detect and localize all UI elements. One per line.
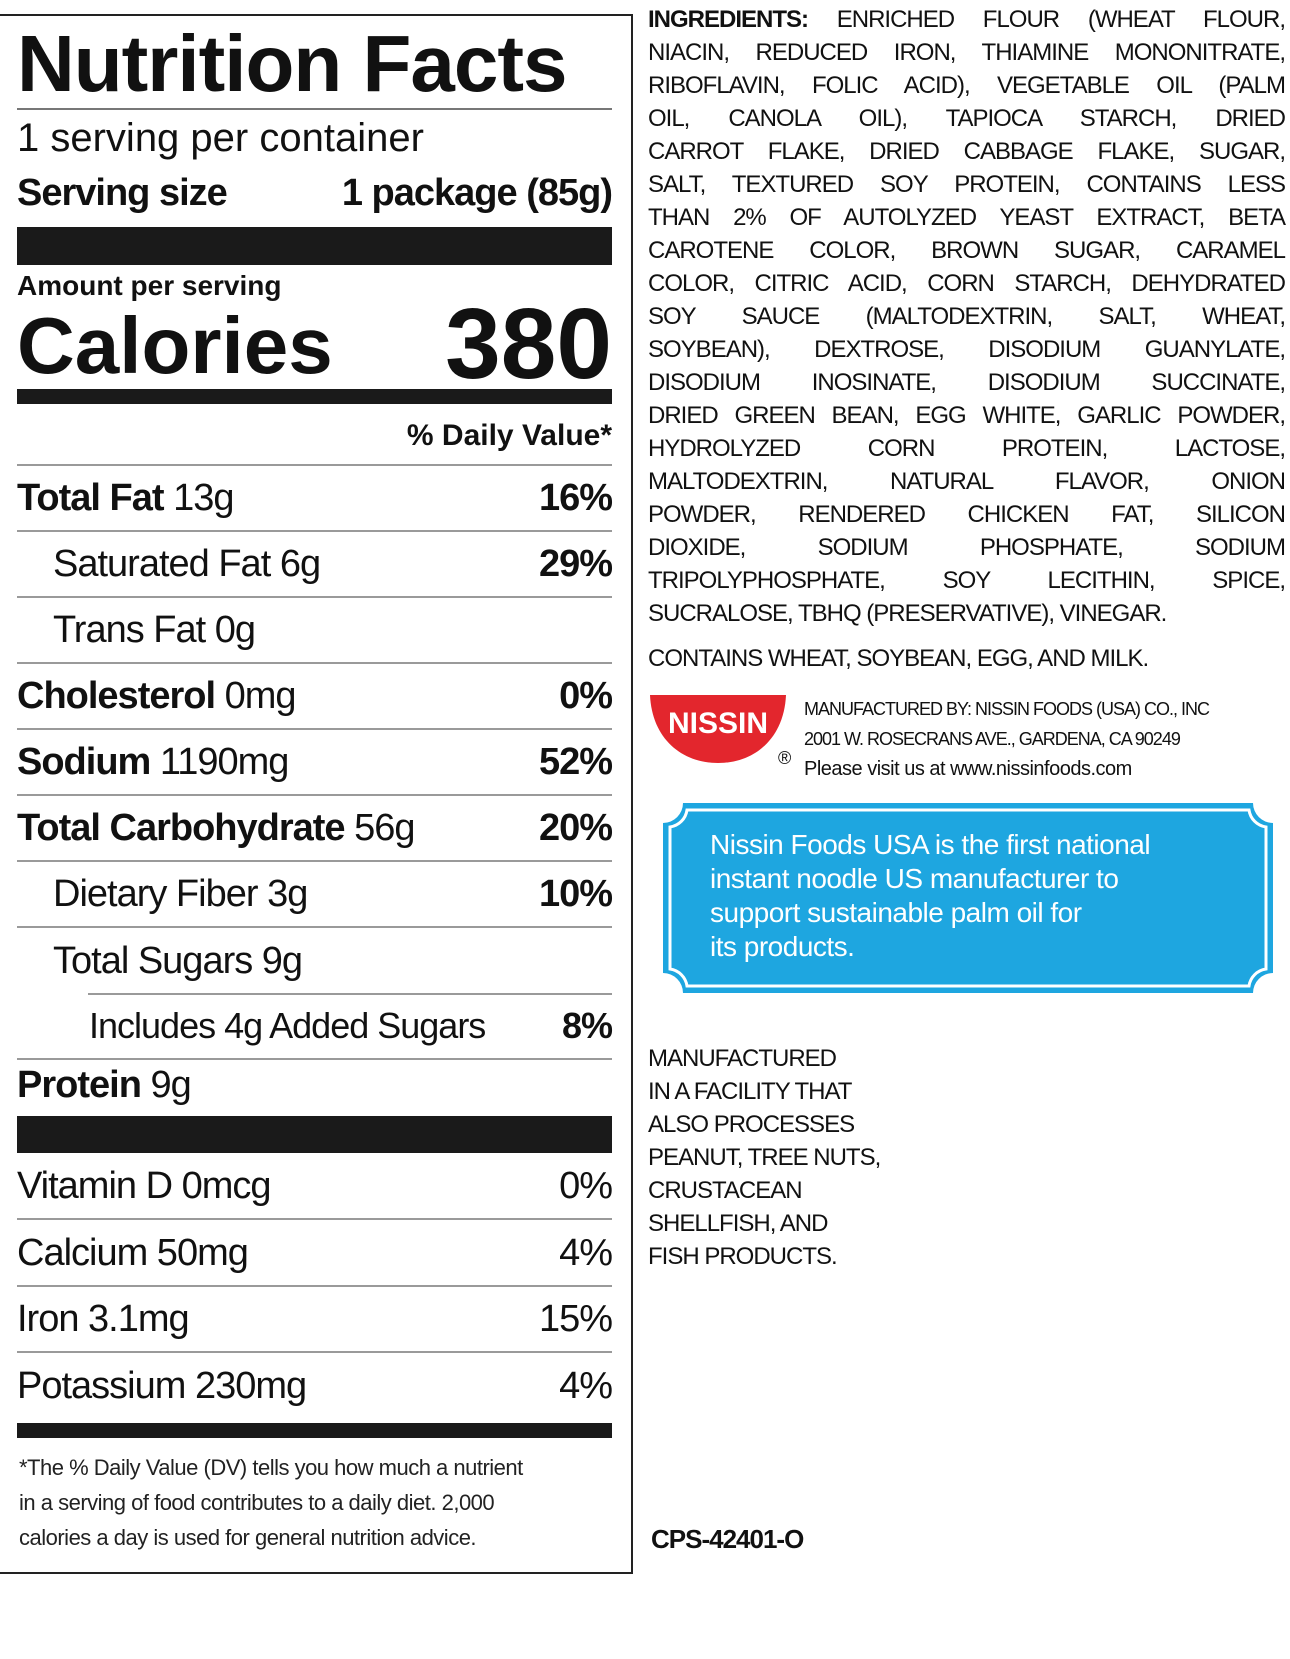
thick-bar [17, 1116, 612, 1153]
divider [17, 464, 612, 466]
svg-text:NISSIN: NISSIN [668, 707, 768, 740]
nutrient-row-trans-fat: Trans Fat 0g [17, 598, 612, 664]
sustainability-badge [663, 803, 1273, 993]
serving-size: Serving size 1 package (85g) [17, 170, 613, 216]
nutrient-row-protein: Protein 9g [17, 1063, 192, 1106]
nutrient-row-total-sugars: Total Sugars 9g [53, 939, 303, 982]
divider [88, 993, 612, 995]
servings-per-container: 1 serving per container [17, 116, 424, 160]
nutrient-row-added-sugars: Includes 4g Added Sugars 8% [17, 994, 613, 1060]
product-code: CPS-42401-O [651, 1524, 804, 1554]
calories-value: 380 [445, 288, 612, 400]
nutrient-row-total-fat: Total Fat 13g 16% [17, 466, 613, 532]
divider [17, 108, 612, 110]
amount-per-serving: Amount per serving [17, 270, 282, 301]
nissin-logo: NISSIN [648, 693, 788, 765]
nutrient-row-total-carbohydrate: Total Carbohydrate 56g 20% [17, 796, 613, 862]
nutrient-row-sodium: Sodium 1190mg 52% [17, 730, 613, 796]
vitamin-row-calcium: Calcium 50mg 4% [17, 1221, 613, 1287]
facility-statement: MANUFACTURED IN A FACILITY THAT ALSO PRO… [648, 1045, 881, 1270]
thick-bar [17, 227, 612, 265]
manufacturer-info: MANUFACTURED BY: NISSIN FOODS (USA) CO.,… [804, 699, 1210, 780]
sustainability-text: Nissin Foods USA is the first national i… [710, 829, 1151, 962]
serving-size-label: Serving size [17, 172, 228, 214]
vitamin-row-vitamin-d: Vitamin D 0mcg 0% [17, 1154, 613, 1220]
registered-mark: ® [778, 748, 792, 768]
nutrient-row-cholesterol: Cholesterol 0mg 0% [17, 664, 613, 730]
daily-value-footnote: *The % Daily Value (DV) tells you how mu… [19, 1455, 523, 1550]
nutrient-row-dietary-fiber: Dietary Fiber 3g 10% [17, 862, 613, 928]
allergen-statement: CONTAINS WHEAT, SOYBEAN, EGG, AND MILK. [648, 645, 1149, 672]
daily-value-header: % Daily Value* [406, 419, 612, 452]
vitamin-row-iron: Iron 3.1mg 15% [17, 1287, 613, 1353]
serving-size-value: 1 package (85g) [341, 172, 613, 214]
nutrient-row-saturated-fat: Saturated Fat 6g 29% [17, 532, 613, 598]
vitamin-row-potassium: Potassium 230mg 4% [17, 1364, 613, 1407]
ingredients-label: INGREDIENTS: [648, 6, 809, 33]
nutrition-title: Nutrition Facts [17, 19, 567, 108]
calories-row: Calories 380 [17, 288, 612, 400]
nutrition-facts-panel [0, 14, 633, 1574]
medium-bar [17, 389, 612, 404]
medium-bar [17, 1423, 612, 1438]
calories-label: Calories [17, 301, 333, 390]
